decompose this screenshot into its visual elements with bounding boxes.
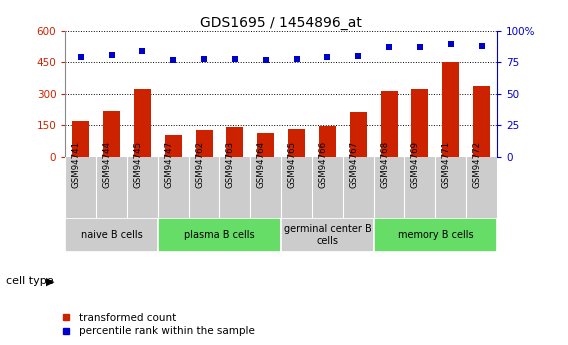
Bar [195,130,212,157]
Bar [227,127,243,157]
Point [354,53,363,59]
Bar [257,133,274,157]
Text: ▶: ▶ [46,276,54,286]
Bar [158,218,281,252]
Text: GSM94771: GSM94771 [442,140,451,188]
Text: GSM94763: GSM94763 [226,140,235,188]
Bar [350,112,367,157]
Text: GSM94766: GSM94766 [319,140,327,188]
Point [292,56,301,61]
Point [231,56,240,61]
Text: GSM94741: GSM94741 [72,140,81,188]
Point [477,43,486,49]
Bar [288,129,305,157]
Point [169,57,178,63]
Point [323,55,332,60]
Text: GSM94747: GSM94747 [164,140,173,188]
Text: cell type: cell type [6,276,53,286]
Bar [72,121,89,157]
Text: memory B cells: memory B cells [398,230,473,240]
Bar [442,62,459,157]
Title: GDS1695 / 1454896_at: GDS1695 / 1454896_at [201,16,362,30]
Bar [374,218,497,252]
Text: GSM94765: GSM94765 [287,140,296,188]
Point [76,55,85,60]
Point [385,45,394,50]
Bar [473,86,490,157]
Text: GSM94762: GSM94762 [195,140,204,188]
Bar [319,126,336,157]
Text: GSM94745: GSM94745 [133,140,143,188]
Bar [165,135,182,157]
Point [138,48,147,54]
Point [261,57,270,63]
Text: GSM94772: GSM94772 [473,140,482,188]
Point [199,56,208,61]
Point [415,45,424,50]
Text: germinal center B
cells: germinal center B cells [283,224,371,246]
Bar [65,218,158,252]
Text: GSM94764: GSM94764 [257,140,266,188]
Bar [381,91,398,157]
Bar [103,111,120,157]
Legend: transformed count, percentile rank within the sample: transformed count, percentile rank withi… [62,313,254,336]
Bar [281,218,374,252]
Text: GSM94767: GSM94767 [349,140,358,188]
Text: GSM94769: GSM94769 [411,140,420,188]
Bar [411,89,428,157]
Point [107,52,116,58]
Text: plasma B cells: plasma B cells [184,230,255,240]
Text: GSM94744: GSM94744 [103,140,111,188]
Point [446,41,456,46]
Text: GSM94768: GSM94768 [380,140,389,188]
Text: naive B cells: naive B cells [81,230,143,240]
Bar [134,89,151,157]
